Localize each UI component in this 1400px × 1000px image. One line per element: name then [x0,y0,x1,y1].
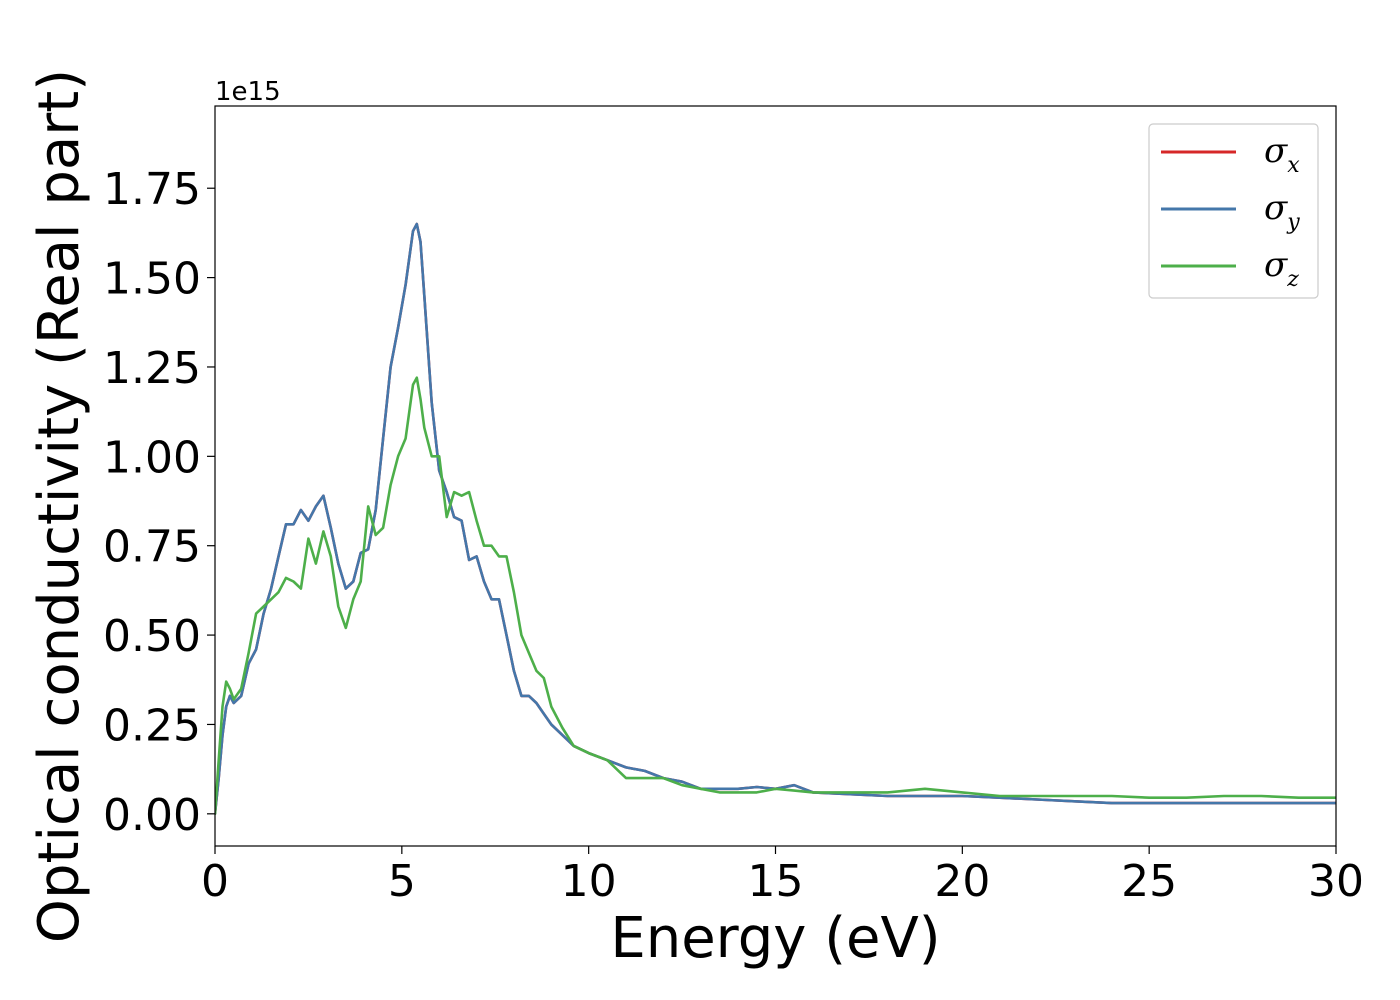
y-tick-label: 1.25 [103,343,201,394]
y-axis-title: Optical conductivity (Real part) [27,69,92,943]
x-tick-label: 20 [934,856,990,907]
legend-symbol: σ [1264,245,1288,285]
legend-symbol: σ [1264,131,1288,171]
legend-label-z: σz [1264,245,1299,292]
x-tick-label: 25 [1121,856,1177,907]
y-tick-label: 1.00 [103,432,201,483]
y-offset-label: 1e15 [215,77,281,107]
legend-subscript: x [1287,153,1300,178]
x-tick-label: 5 [388,856,416,907]
y-tick-label: 0.75 [103,522,201,573]
series-line-y [215,222,1336,816]
x-axis: 0 5 10 15 20 25 30 [201,846,1364,907]
y-tick-label: 0.25 [103,700,201,751]
legend-box [1148,123,1319,299]
legend-label-y: σy [1264,188,1300,235]
x-axis-title: Energy (eV) [610,906,940,971]
legend-subscript: z [1286,267,1299,292]
x-tick-label: 10 [561,856,617,907]
legend-label-x: σx [1264,131,1300,178]
series-layer [215,222,1336,816]
x-tick-label: 15 [748,856,804,907]
x-tick-label: 30 [1308,856,1364,907]
legend-symbol: σ [1264,188,1288,228]
series-line-x [215,222,1336,816]
series-line-z [215,376,1336,816]
x-tick-label: 0 [201,856,229,907]
y-tick-label: 0.50 [103,611,201,662]
y-tick-label: 1.50 [103,254,201,305]
y-tick-label: 1.75 [103,164,201,215]
legend-subscript: y [1286,210,1300,235]
y-tick-label: 0.00 [103,790,201,841]
y-axis: 0.00 0.25 0.50 0.75 1.00 1.25 1.50 1.75 [103,164,215,841]
